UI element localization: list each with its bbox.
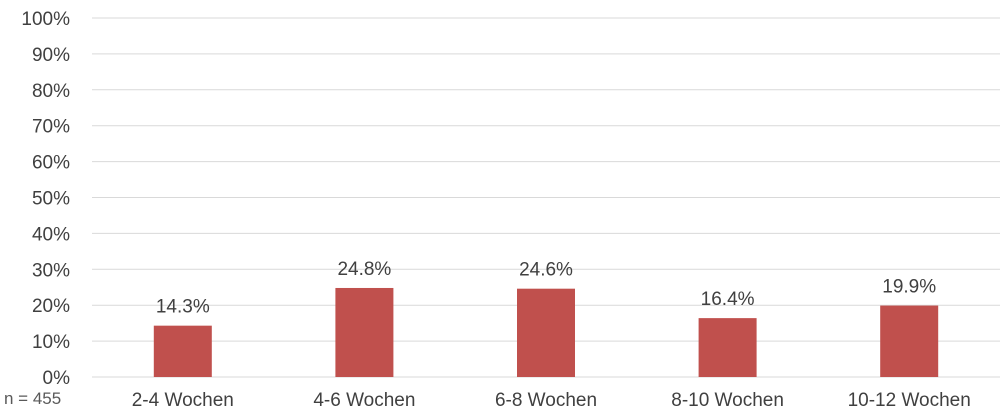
y-tick-label: 30% (32, 260, 70, 281)
x-category-label: 10-12 Wochen (848, 390, 971, 411)
y-tick-label: 0% (43, 368, 71, 389)
x-category-label: 4-6 Wochen (313, 390, 415, 411)
bar (153, 325, 212, 377)
x-category-label: 8-10 Wochen (671, 390, 784, 411)
y-tick-label: 90% (32, 45, 70, 66)
x-axis-category-labels: 2-4 Wochen 4-6 Wochen 6-8 Wochen 8-10 Woche… (132, 390, 971, 411)
data-label: 16.4% (701, 289, 755, 310)
data-label: 19.9% (882, 277, 936, 298)
y-tick-label: 20% (32, 296, 70, 317)
data-label: 24.6% (519, 260, 573, 281)
bar (517, 288, 575, 377)
y-tick-label: 60% (32, 153, 70, 174)
y-tick-label: 70% (32, 117, 70, 138)
sample-size-note: n = 455 (4, 389, 61, 408)
bars (153, 287, 939, 377)
y-tick-label: 40% (32, 224, 70, 245)
data-labels: 14.3% 24.8% 24.6% 16.4% 19.9% (156, 259, 936, 318)
bar (698, 318, 757, 377)
y-tick-label: 100% (21, 9, 70, 30)
y-axis-tick-labels: 0% 10% 20% 30% 40% 50% 60% 70% 80% 90% 100% (21, 9, 70, 389)
bar (335, 287, 394, 377)
x-category-label: 6-8 Wochen (495, 390, 597, 411)
data-label: 14.3% (156, 297, 210, 318)
x-category-label: 2-4 Wochen (132, 390, 234, 411)
y-tick-label: 10% (32, 332, 70, 353)
bar (880, 305, 939, 377)
y-tick-label: 80% (32, 81, 70, 102)
gridlines (92, 17, 1000, 378)
data-label: 24.8% (337, 259, 391, 280)
y-tick-label: 50% (32, 189, 70, 210)
